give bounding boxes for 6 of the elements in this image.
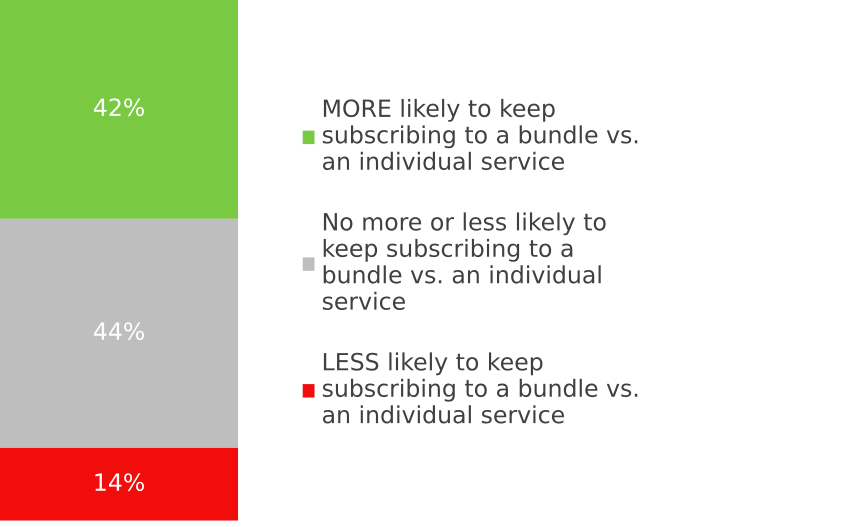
legend-label: No more or less likely to keep subscribing to a bundle vs. an individual service — [322, 212, 606, 310]
legend-label: LESS likely to keep subscribing to a bundle vs. an individual service — [322, 352, 638, 424]
data-label: 42% — [94, 98, 144, 116]
data-label: 14% — [95, 473, 144, 492]
legend-label: MORE likely to keep subscribing to a bundle vs. an individual service — [322, 98, 638, 170]
data-label: 44% — [94, 322, 144, 340]
